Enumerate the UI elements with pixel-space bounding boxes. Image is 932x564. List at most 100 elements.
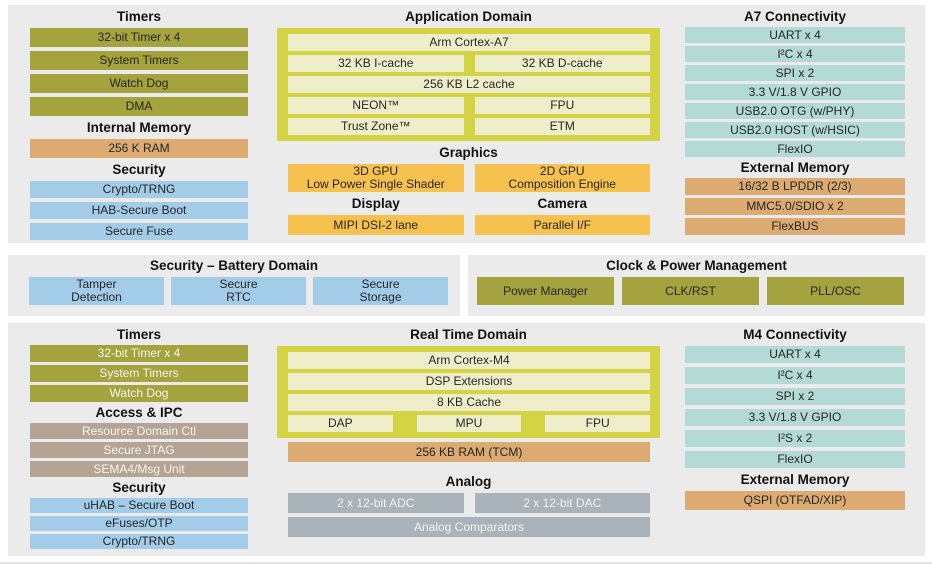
block-secure-storage-line1: Secure	[361, 277, 400, 291]
block-mipi-dsi: MIPI DSI-2 lane	[288, 215, 464, 235]
application-domain-header: Application Domain	[405, 9, 532, 24]
block-crypto-trng: Crypto/TRNG	[30, 181, 248, 198]
a7-connectivity-header: A7 Connectivity	[743, 9, 847, 24]
dap-mpu-fpu-row: DAP MPU FPU	[288, 415, 651, 432]
block-arm-cortex-m4: Arm Cortex-M4	[288, 352, 650, 369]
block-tamper-detection-line1: Tamper	[76, 277, 117, 291]
block-watch-dog-m4: Watch Dog	[30, 385, 248, 402]
real-time-domain-panel: Timers 32-bit Timer x 4 System Timers Wa…	[8, 323, 925, 556]
block-flexbus: FlexBUS	[685, 218, 905, 235]
bottom-left-column: Timers 32-bit Timer x 4 System Timers Wa…	[30, 327, 248, 549]
block-256k-ram: 256 K RAM	[30, 139, 248, 158]
block-spi-x2: SPI x 2	[685, 65, 905, 81]
block-3d-gpu-line1: 3D GPU	[353, 164, 399, 178]
cortex-a7-complex: Arm Cortex-A7 32 KB I-cache 32 KB D-cach…	[277, 28, 660, 141]
analog-header: Analog	[445, 474, 492, 489]
block-uhab-secure-boot: uHAB – Secure Boot	[30, 498, 248, 513]
timers-header: Timers	[116, 9, 162, 24]
block-uart-x4-m4: UART x 4	[685, 346, 905, 363]
real-time-domain-header: Real Time Domain	[410, 327, 527, 342]
block-gpio: 3.3 V/1.8 V GPIO	[685, 84, 905, 100]
block-usb-host: USB2.0 HOST (w/HSIC)	[685, 122, 905, 138]
clock-power-management-panel: Clock & Power Management Power Manager C…	[468, 255, 925, 316]
block-secure-storage: Secure Storage	[313, 277, 448, 305]
block-usb-otg: USB2.0 OTG (w/PHY)	[685, 103, 905, 119]
bottom-right-column: M4 Connectivity UART x 4 I²C x 4 SPI x 2…	[685, 327, 905, 510]
bottom-center-column: Real Time Domain Arm Cortex-M4 DSP Exten…	[277, 327, 660, 537]
block-256kb-l2-cache: 256 KB L2 cache	[288, 76, 650, 93]
block-dac: 2 x 12-bit DAC	[474, 493, 650, 513]
trustzone-etm-row: Trust Zone™ ETM	[288, 118, 650, 135]
security-header: Security	[112, 162, 166, 177]
adc-dac-row: 2 x 12-bit ADC 2 x 12-bit DAC	[288, 493, 650, 513]
block-resource-domain-ctl: Resource Domain Ctl	[30, 423, 248, 439]
display-camera-header-row: Display Camera	[288, 196, 650, 211]
block-arm-cortex-a7: Arm Cortex-A7	[288, 34, 650, 51]
block-secure-rtc-line2: RTC	[226, 290, 251, 304]
security-battery-domain-header: Security – Battery Domain	[149, 258, 319, 273]
block-32bit-timer-x4-m4: 32-bit Timer x 4	[30, 345, 248, 362]
block-3d-gpu: 3D GPU Low Power Single Shader	[288, 164, 464, 192]
block-fpu: FPU	[474, 97, 650, 114]
security-battery-domain-panel: Security – Battery Domain Tamper Detecti…	[8, 255, 460, 316]
cortex-m4-complex: Arm Cortex-M4 DSP Extensions 8 KB Cache …	[277, 346, 660, 438]
clock-power-row: Power Manager CLK/RST PLL/OSC	[477, 277, 925, 305]
block-uart-x4: UART x 4	[685, 27, 905, 43]
block-lpddr: 16/32 B LPDDR (2/3)	[685, 178, 905, 195]
block-i2c-x4-m4: I²C x 4	[685, 367, 905, 384]
block-secure-storage-line2: Storage	[359, 290, 402, 304]
camera-header: Camera	[537, 196, 588, 211]
block-2d-gpu-line2: Composition Engine	[508, 177, 616, 191]
block-secure-rtc: Secure RTC	[171, 277, 306, 305]
battery-domain-row: Tamper Detection Secure RTC Secure Stora…	[29, 277, 460, 305]
top-left-column: Timers 32-bit Timer x 4 System Timers Wa…	[30, 9, 248, 240]
block-secure-rtc-line1: Secure	[219, 277, 258, 291]
display-camera-row: MIPI DSI-2 lane Parallel I/F	[288, 215, 650, 235]
block-sema4-msg-unit: SEMA4/Msg Unit	[30, 461, 248, 477]
block-analog-comparators: Analog Comparators	[288, 517, 650, 537]
block-2d-gpu-line1: 2D GPU	[539, 164, 585, 178]
display-header: Display	[351, 196, 400, 211]
application-domain-panel: Timers 32-bit Timer x 4 System Timers Wa…	[8, 5, 925, 243]
block-32kb-icache: 32 KB I-cache	[288, 55, 464, 72]
block-8kb-cache: 8 KB Cache	[288, 394, 650, 411]
block-qspi: QSPI (OTFAD/XIP)	[685, 491, 905, 510]
block-watch-dog: Watch Dog	[30, 74, 248, 93]
timers-header-m4: Timers	[116, 327, 162, 342]
external-memory-header: External Memory	[740, 160, 850, 175]
block-mmc-sdio: MMC5.0/SDIO x 2	[685, 198, 905, 215]
block-tamper-detection: Tamper Detection	[29, 277, 164, 305]
block-dap: DAP	[288, 415, 393, 432]
block-i2c-x4: I²C x 4	[685, 46, 905, 62]
cache-row: 32 KB I-cache 32 KB D-cache	[288, 55, 650, 72]
block-32kb-dcache: 32 KB D-cache	[474, 55, 650, 72]
block-efuses-otp: eFuses/OTP	[30, 516, 248, 531]
top-right-column: A7 Connectivity UART x 4 I²C x 4 SPI x 2…	[685, 9, 905, 235]
block-dma: DMA	[30, 97, 248, 116]
block-mpu: MPU	[416, 415, 522, 432]
block-adc: 2 x 12-bit ADC	[288, 493, 464, 513]
block-system-timers: System Timers	[30, 51, 248, 70]
block-secure-fuse: Secure Fuse	[30, 223, 248, 240]
block-secure-jtag: Secure JTAG	[30, 442, 248, 458]
access-ipc-header: Access & IPC	[95, 405, 183, 420]
m4-connectivity-header: M4 Connectivity	[743, 327, 847, 342]
block-power-manager: Power Manager	[477, 277, 614, 305]
block-spi-x2-m4: SPI x 2	[685, 388, 905, 405]
block-dsp-extensions: DSP Extensions	[288, 373, 650, 390]
block-flexio: FlexIO	[685, 141, 905, 157]
top-center-column: Application Domain Arm Cortex-A7 32 KB I…	[277, 9, 660, 235]
block-32bit-timer-x4: 32-bit Timer x 4	[30, 28, 248, 47]
external-memory-header-m4: External Memory	[740, 472, 850, 487]
block-3d-gpu-line2: Low Power Single Shader	[306, 177, 445, 191]
security-header-m4: Security	[112, 480, 166, 495]
neon-fpu-row: NEON™ FPU	[288, 97, 650, 114]
gpu-row: 3D GPU Low Power Single Shader 2D GPU Co…	[288, 164, 650, 192]
block-neon: NEON™	[288, 97, 464, 114]
block-etm: ETM	[474, 118, 650, 135]
block-hab-secure-boot: HAB-Secure Boot	[30, 202, 248, 219]
block-crypto-trng-m4: Crypto/TRNG	[30, 534, 248, 549]
block-clk-rst: CLK/RST	[622, 277, 759, 305]
block-trust-zone: Trust Zone™	[288, 118, 464, 135]
